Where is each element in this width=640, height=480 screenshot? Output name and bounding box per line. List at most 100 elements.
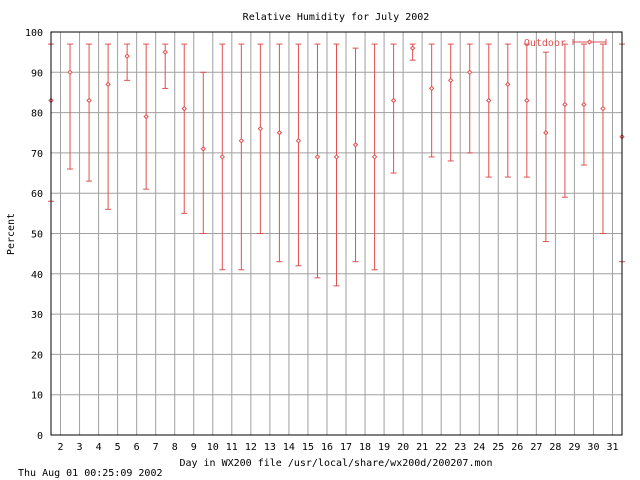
data-marker — [447, 77, 454, 84]
data-point — [466, 43, 473, 154]
x-tick-label: 10 — [207, 442, 219, 453]
data-marker — [124, 53, 130, 59]
footer-timestamp: Thu Aug 01 00:25:09 2002 — [18, 468, 163, 479]
data-point — [580, 43, 587, 166]
y-tick-label: 50 — [31, 230, 43, 241]
chart-title: Relative Humidity for July 2002 — [243, 12, 430, 23]
legend-label-outdoor: Outdoor — [524, 38, 566, 49]
data-point — [428, 43, 435, 158]
x-tick-label: 12 — [245, 442, 257, 453]
data-point — [200, 71, 207, 234]
data-series — [48, 43, 625, 287]
data-marker — [371, 154, 378, 160]
data-point — [257, 43, 264, 234]
data-point — [485, 43, 492, 178]
data-point — [333, 43, 340, 287]
x-tick-label: 29 — [568, 442, 580, 453]
x-tick-label: 3 — [77, 442, 83, 453]
data-point — [523, 43, 530, 178]
data-marker — [543, 130, 549, 136]
legend: Outdoor — [524, 38, 607, 49]
data-point — [105, 43, 112, 210]
data-marker — [86, 97, 92, 104]
x-tick-label: 20 — [397, 442, 409, 453]
x-tick-label: 25 — [492, 442, 504, 453]
y-tick-label: 80 — [31, 109, 43, 120]
x-tick-label: 27 — [530, 442, 542, 453]
x-tick-label: 9 — [191, 442, 197, 453]
y-tick-label: 0 — [37, 431, 43, 442]
data-point — [390, 43, 397, 174]
x-tick-label: 24 — [473, 442, 485, 453]
data-point — [352, 47, 359, 263]
y-tick-label: 20 — [31, 350, 43, 361]
x-tick-label: 16 — [321, 442, 333, 453]
y-tick-label: 90 — [31, 68, 43, 79]
x-tick-label: 4 — [96, 442, 102, 453]
data-marker — [333, 154, 340, 160]
data-point — [314, 43, 321, 279]
data-marker — [314, 154, 321, 160]
y-tick-label: 30 — [31, 310, 43, 321]
data-marker — [105, 81, 111, 88]
data-marker — [562, 101, 568, 108]
y-axis-label: Percent — [6, 213, 17, 255]
data-marker — [257, 126, 264, 132]
x-tick-label: 21 — [416, 442, 428, 453]
data-marker — [67, 69, 73, 76]
y-tick-label: 70 — [31, 149, 43, 160]
data-point — [295, 43, 302, 267]
data-point — [561, 43, 568, 198]
x-tick-label: 5 — [115, 442, 121, 453]
y-tick-label: 60 — [31, 189, 43, 200]
data-marker — [505, 81, 511, 88]
data-point — [504, 43, 511, 178]
y-tick-label: 40 — [31, 270, 43, 281]
data-marker — [143, 113, 149, 120]
x-tick-label: 6 — [134, 442, 140, 453]
x-tick-label: 13 — [264, 442, 276, 453]
data-marker — [428, 85, 435, 92]
x-tick-label: 26 — [511, 442, 523, 453]
x-tick-label: 22 — [435, 442, 447, 453]
x-tick-label: 15 — [302, 442, 314, 453]
data-marker — [409, 45, 416, 51]
x-tick-label: 18 — [359, 442, 371, 453]
x-tick-label: 2 — [58, 442, 64, 453]
x-axis-label: Day in WX200 file /usr/local/share/wx200… — [179, 458, 492, 469]
data-point — [371, 43, 378, 271]
x-tick-label: 31 — [606, 442, 618, 453]
x-tick-label: 7 — [153, 442, 159, 453]
data-marker — [238, 138, 245, 144]
data-marker — [600, 105, 606, 112]
data-marker — [200, 146, 206, 152]
y-tick-label: 100 — [25, 28, 43, 39]
data-point — [124, 43, 131, 81]
data-point — [67, 43, 74, 170]
plot-frame — [50, 31, 623, 436]
data-marker — [581, 101, 587, 108]
data-marker — [352, 142, 359, 148]
data-marker — [390, 97, 397, 104]
x-tick-label: 23 — [454, 442, 466, 453]
data-marker — [276, 130, 283, 136]
data-marker — [486, 97, 492, 104]
data-point — [143, 43, 150, 190]
data-point — [276, 43, 283, 263]
data-point — [86, 43, 93, 182]
data-point — [238, 43, 245, 271]
y-tick-label: 10 — [31, 391, 43, 402]
data-point — [162, 43, 169, 89]
x-tick-label: 30 — [587, 442, 599, 453]
x-tick-label: 8 — [172, 442, 178, 453]
legend-sample-marker — [586, 39, 593, 45]
data-marker — [467, 69, 473, 76]
data-marker — [524, 97, 530, 104]
data-marker — [295, 138, 302, 144]
data-point — [181, 43, 188, 214]
x-tick-label: 28 — [549, 442, 561, 453]
x-tick-label: 17 — [340, 442, 352, 453]
